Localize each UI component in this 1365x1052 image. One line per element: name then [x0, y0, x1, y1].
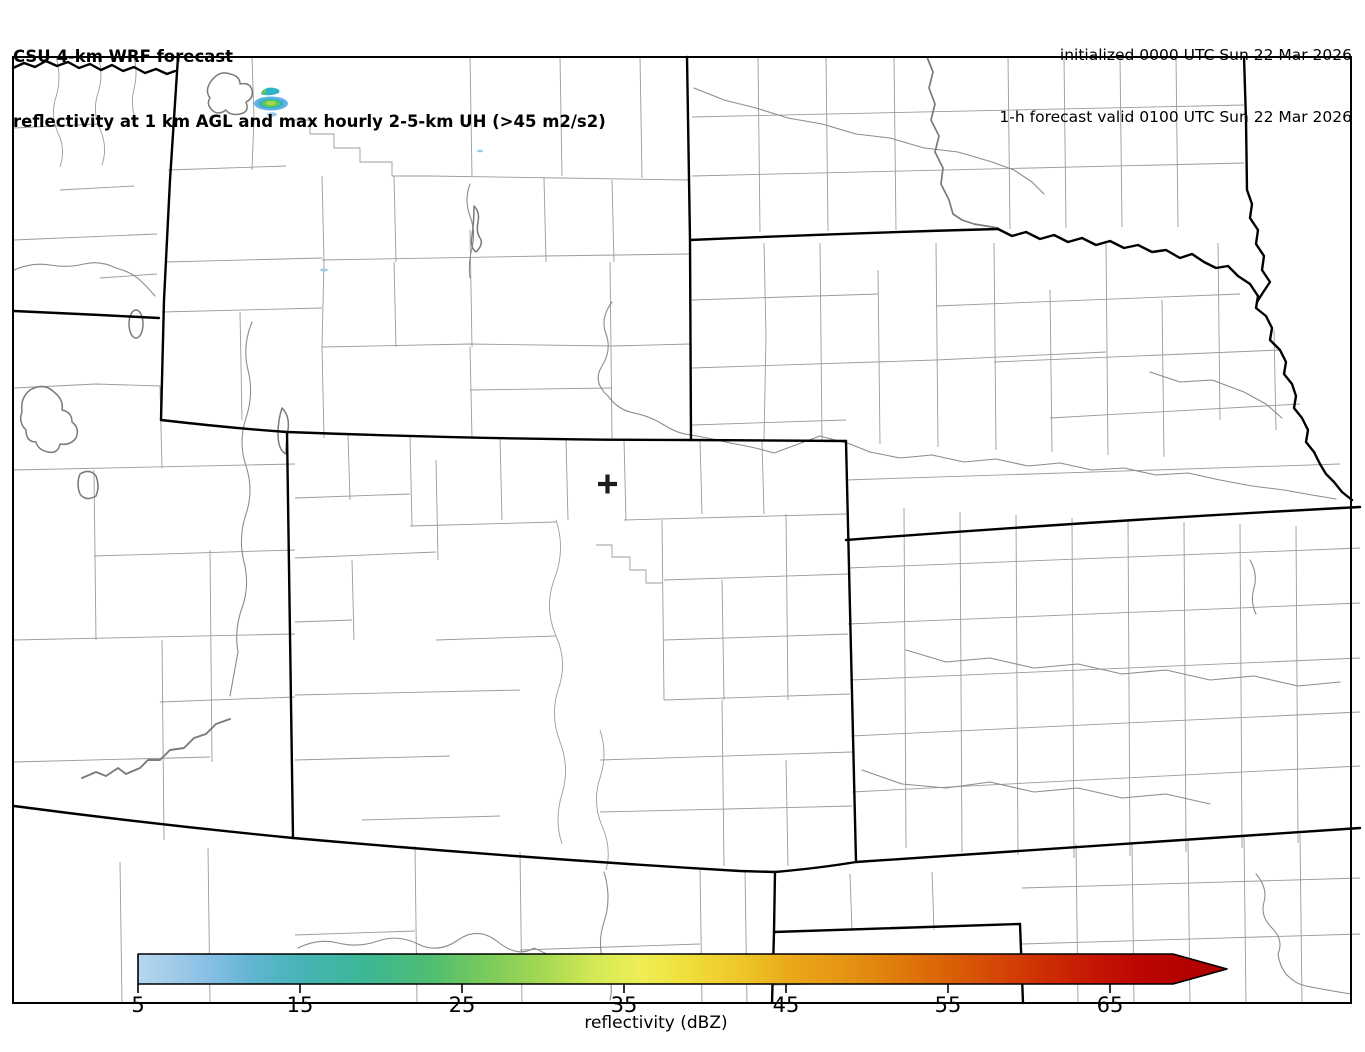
colorbar-tick-marks — [137, 984, 1111, 993]
river-platte — [869, 451, 1337, 500]
border-ne-ks — [844, 505, 1362, 542]
echo-core-max — [266, 101, 276, 106]
border-tx-ok-north — [772, 922, 1022, 934]
init-time: initialized 0000 UTC Sun 22 Mar 2026 — [1059, 46, 1352, 64]
river-north-platte — [597, 301, 871, 454]
flaming-gorge — [277, 407, 290, 455]
river-cimarron — [1255, 873, 1352, 995]
border-mt-id — [11, 59, 177, 76]
border-missouri-river — [996, 227, 1354, 502]
river-big-blue — [1249, 559, 1257, 615]
valid-time: 1-h forecast valid 0100 UTC Sun 22 Mar 2… — [999, 107, 1352, 126]
rivers — [13, 87, 1352, 1001]
river-san-juan — [297, 932, 565, 965]
border-id-ut — [12, 309, 161, 320]
great-salt-lake — [19, 385, 79, 454]
border-104w — [685, 55, 693, 442]
echo-tail — [267, 112, 277, 117]
border-nm-ok — [772, 870, 777, 934]
colorbar-axis-label: reflectivity (dBZ) — [584, 1013, 728, 1033]
echo-speck-2 — [320, 268, 328, 272]
colorbar-tick-label: 35 — [610, 993, 638, 1017]
state-borders — [11, 55, 1362, 1005]
title-line1: CSU 4-km WRF forecast — [13, 47, 234, 66]
border-co-ks — [844, 439, 858, 864]
border-37n — [12, 804, 1362, 874]
border-sd-mn — [1242, 55, 1272, 304]
river-snake — [13, 262, 156, 297]
lake-powell — [81, 718, 231, 779]
border-wy-west — [159, 55, 180, 422]
lakes — [19, 56, 999, 779]
colorbar — [137, 953, 1228, 993]
river-elkhorn — [1149, 371, 1283, 419]
colorbar-bar — [137, 953, 1228, 985]
colorbar-tick-label: 55 — [934, 993, 962, 1017]
forecast-times: initialized 0000 UTC Sun 22 Mar 2026 1-h… — [999, 4, 1352, 168]
colorbar-tick-label: 65 — [1096, 993, 1124, 1017]
border-sd-ne — [688, 227, 1000, 242]
river-missouri-sd — [926, 56, 999, 229]
yellowstone-lake — [206, 72, 254, 116]
echo-arc-core — [261, 89, 267, 95]
border-ut-co — [285, 430, 295, 840]
river-green — [229, 321, 253, 697]
echo-speck-1 — [477, 149, 483, 153]
colorbar-tick-label: 45 — [772, 993, 800, 1017]
border-41n — [159, 418, 848, 443]
river-smoky-hill — [905, 649, 1341, 687]
utah-lake — [77, 470, 99, 500]
colorbar-tick-label: 15 — [286, 993, 314, 1017]
colorbar-tick-label: 25 — [448, 993, 476, 1017]
river-bighorn — [466, 183, 475, 279]
bear-lake — [128, 309, 144, 339]
reflectivity-echo — [254, 87, 483, 272]
river-white-sd — [693, 87, 1045, 195]
title-line2: reflectivity at 1 km AGL and max hourly … — [13, 111, 606, 131]
plot-title: CSU 4-km WRF forecast reflectivity at 1 … — [13, 3, 606, 175]
river-arkansas — [861, 769, 1211, 805]
bighorn-canyon — [470, 205, 483, 253]
county-lines — [13, 56, 1361, 1004]
map-frame — [12, 56, 1352, 1004]
colorbar-tick-label: 5 — [131, 993, 145, 1017]
uh-marker — [598, 474, 617, 494]
